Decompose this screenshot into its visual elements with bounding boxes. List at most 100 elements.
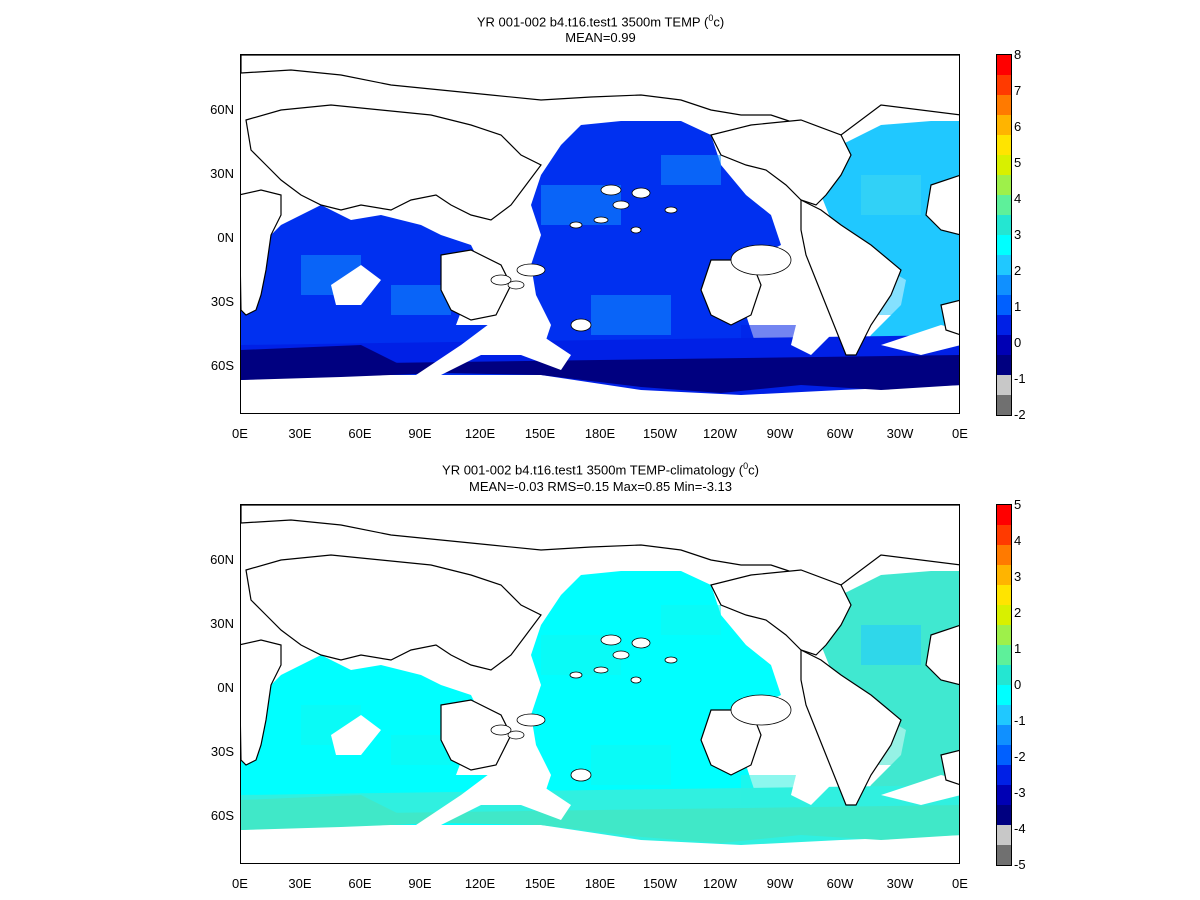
colorbar-segment [997,845,1011,865]
colorbar-segment [997,705,1011,725]
colorbar-segment [997,525,1011,545]
x-tick-label: 60E [348,426,372,441]
colorbar-segment [997,195,1011,215]
colorbar-tick-label: 3 [1014,569,1022,584]
x-tick-label: 30W [886,876,914,891]
landmass [245,554,542,671]
ocean-map [241,505,959,845]
y-tick-label: 60S [210,358,234,373]
ocean-basin-atlantic [816,121,959,385]
panel-title: YR 001-002 b4.t16.test1 3500m TEMP-clima… [240,458,961,478]
colorbar-segment [997,315,1011,335]
title-line1-prefix: YR 001-002 b4.t16.test1 3500m TEMP ( [476,14,709,30]
title-superscript: 0 [708,13,714,23]
colorbar-segment [997,275,1011,295]
x-tick-label: 120E [464,876,496,891]
island [730,694,792,726]
landmass [940,299,959,335]
colorbar-tick-label: -3 [1014,785,1026,800]
x-tick-label: 60E [348,876,372,891]
mid-ocean-ridge [331,265,381,305]
x-tick-label: 180E [584,876,616,891]
colorbar-tick-label: 2 [1014,263,1022,278]
title-superscript: 0 [743,461,749,471]
colorbar-tick-label: -2 [1014,407,1026,422]
y-tick-label: 60N [210,102,234,117]
mid-ocean-ridge [881,775,959,805]
mid-ocean-ridge [401,755,571,835]
colorbar-tick-label: 3 [1014,227,1022,242]
colorbar-segment [997,175,1011,195]
colorbar-segment [997,565,1011,585]
colorbar-segment [997,665,1011,685]
colorbar [996,504,1012,866]
island [612,200,630,210]
island [730,244,792,276]
x-tick-label: 90E [408,426,432,441]
colorbar-tick-label: 2 [1014,605,1022,620]
island [490,274,512,286]
colorbar-segment [997,215,1011,235]
colorbar-segment [997,255,1011,275]
y-tick-label: 60S [210,808,234,823]
x-tick-label: 120E [464,426,496,441]
island [570,768,592,782]
island [569,671,583,679]
landmass [241,55,959,136]
value-patch [741,775,801,805]
landmass [925,175,959,236]
colorbar-segment [997,75,1011,95]
colorbar-tick-label: -4 [1014,821,1026,836]
colorbar-tick-label: 4 [1014,191,1022,206]
island [630,226,642,234]
ocean-basin-deep [241,795,959,843]
ocean-basin-deep [241,345,959,393]
colorbar-segment [997,685,1011,705]
x-tick-label: 150E [524,426,556,441]
colorbar-segment [997,825,1011,845]
island [612,650,630,660]
colorbar-tick-label: 1 [1014,641,1022,656]
island [516,263,546,277]
x-tick-label: 30E [288,426,312,441]
landmass [710,119,852,206]
panel-temp: YR 001-002 b4.t16.test1 3500m TEMP (0c) … [210,13,1026,441]
x-tick-label: 120W [703,426,737,441]
colorbar-tick-label: 5 [1014,155,1022,170]
map-frame [240,54,960,414]
y-tick-label: 30S [210,744,234,759]
colorbar-segment [997,115,1011,135]
island [570,318,592,332]
island [507,280,525,290]
island [631,187,651,199]
colorbar-tick-label: -5 [1014,857,1026,872]
mid-ocean-ridge [401,305,571,385]
title-line1-suffix: c) [713,14,725,30]
landmass [800,199,902,356]
value-patch [741,325,801,355]
colorbar-segment [997,545,1011,565]
colorbar-segment [997,395,1011,415]
island [600,184,622,196]
colorbar-segment [997,355,1011,375]
island [593,666,609,674]
colorbar-segment [997,235,1011,255]
title-line1-prefix: YR 001-002 b4.t16.test1 3500m TEMP-clima… [442,462,744,478]
value-patch [591,745,671,785]
colorbar-tick-label: 8 [1014,47,1022,62]
ocean-basin-atlantic [816,571,959,835]
x-tick-label: 90E [408,876,432,891]
x-tick-label: 150W [643,426,677,441]
y-tick-label: 30S [210,294,234,309]
x-tick-label: 90W [766,426,794,441]
colorbar-tick-label: 0 [1014,335,1022,350]
island [664,206,678,214]
island [631,637,651,649]
landmass [245,104,542,221]
colorbar-segment [997,745,1011,765]
island [569,221,583,229]
colorbar-tick-label: 0 [1014,677,1022,692]
landmass [241,639,282,766]
colorbar-segment [997,585,1011,605]
island [630,676,642,684]
